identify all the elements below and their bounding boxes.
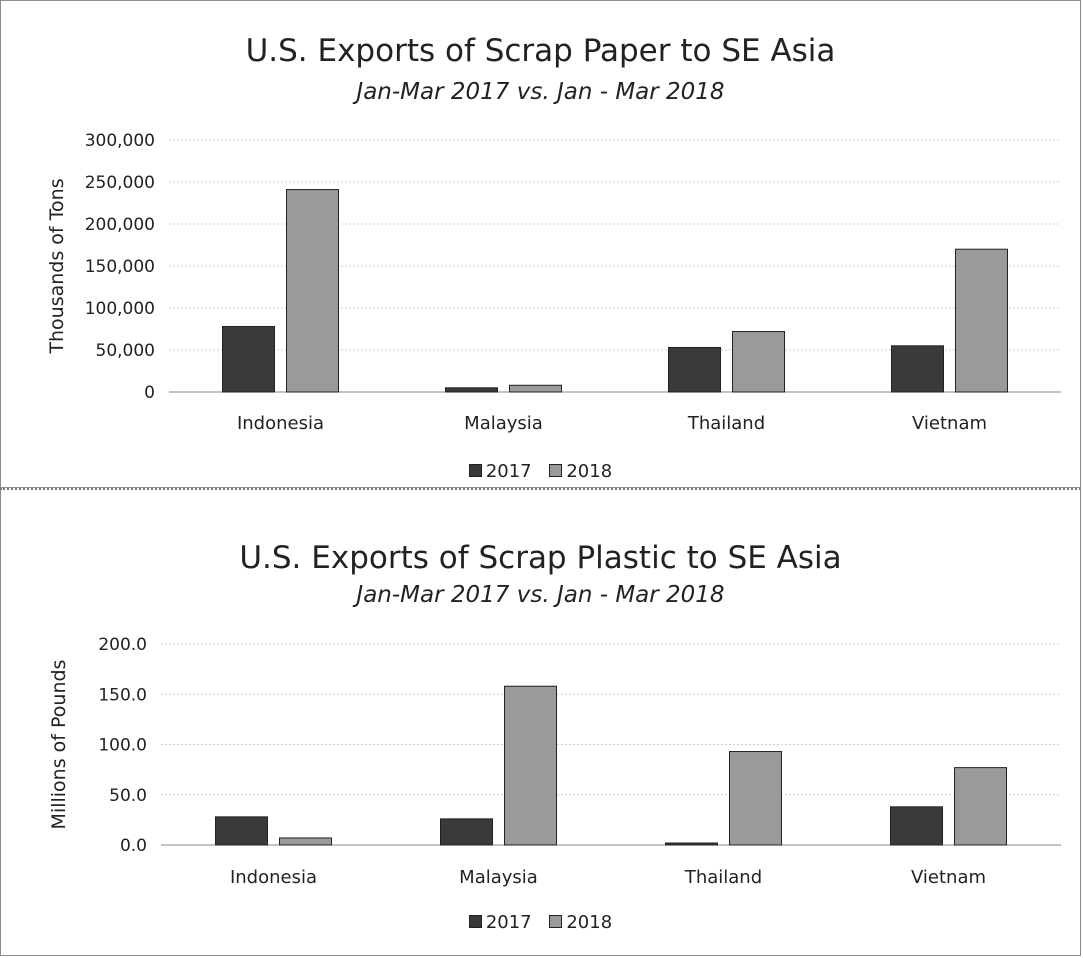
legend-item-2018: 2018 <box>549 912 612 933</box>
bar-2018-malaysia <box>509 384 562 393</box>
x-category-label: Vietnam <box>911 867 986 888</box>
bar-2017-thailand <box>665 842 718 846</box>
legend-label-2018: 2018 <box>566 461 613 482</box>
y-tick-label: 250,000 <box>85 173 155 193</box>
y-tick-label: 150,000 <box>85 257 155 277</box>
legend-swatch-2018 <box>549 464 563 477</box>
y-tick-label: 50.0 <box>109 786 147 806</box>
bar-2018-vietnam <box>954 767 1007 846</box>
legend-item-2017: 2017 <box>468 461 532 482</box>
x-category-label: Thailand <box>684 867 762 888</box>
legend-label-2018: 2018 <box>566 912 613 933</box>
bar-2017-malaysia <box>445 387 498 393</box>
y-tick-label: 200.0 <box>98 635 147 655</box>
scrap-paper-chart-panel: U.S. Exports of Scrap Paper to SE Asia J… <box>0 0 1081 488</box>
chart-legend: 2017 2018 <box>1 912 1080 933</box>
bar-2018-malaysia <box>504 685 557 846</box>
x-category-label: Indonesia <box>237 413 324 434</box>
scrap-plastic-chart-panel: U.S. Exports of Scrap Plastic to SE Asia… <box>0 488 1081 956</box>
legend-swatch-2018 <box>549 915 563 928</box>
bar-2017-malaysia <box>440 818 493 846</box>
x-category-label: Thailand <box>687 413 765 434</box>
y-axis-label: Thousands of Tons <box>46 178 68 354</box>
y-axis-label: Millions of Pounds <box>48 660 70 830</box>
y-tick-label: 100.0 <box>98 736 147 756</box>
chart-title: U.S. Exports of Scrap Paper to SE Asia <box>245 33 836 69</box>
y-tick-label: 0 <box>144 383 155 403</box>
x-category-label: Malaysia <box>459 867 538 888</box>
y-tick-label: 50,000 <box>96 341 155 361</box>
legend-label-2017: 2017 <box>485 461 532 482</box>
y-tick-label: 300,000 <box>85 131 155 151</box>
bar-2017-indonesia <box>215 816 268 846</box>
y-tick-label: 200,000 <box>85 215 155 235</box>
bar-2018-thailand <box>729 751 782 846</box>
x-category-label: Indonesia <box>230 867 317 888</box>
legend-swatch-2017 <box>468 915 482 928</box>
bar-2018-indonesia <box>279 837 332 846</box>
scrap-plastic-bar-chart: 0.0 50.0 100.0 150.0 200.0 Millions of Pounds… <box>48 635 1061 888</box>
chart-legend: 2017 2018 <box>1 461 1080 482</box>
legend-item-2017: 2017 <box>468 912 532 933</box>
y-tick-label: 0.0 <box>120 836 147 856</box>
y-tick-label: 150.0 <box>98 685 147 705</box>
bar-2018-vietnam <box>955 248 1008 393</box>
legend-swatch-2017 <box>468 464 482 477</box>
x-category-label: Vietnam <box>912 413 987 434</box>
x-category-label: Malaysia <box>464 413 543 434</box>
bar-2018-indonesia <box>286 189 339 393</box>
scrap-paper-bar-chart: 0 50,000 100,000 150,000 200,000 250,000 300,0… <box>46 131 1061 434</box>
chart-subtitle: Jan-Mar 2017 vs. Jan - Mar 2018 <box>356 79 725 105</box>
y-tick-label: 100,000 <box>85 299 155 319</box>
chart-title: U.S. Exports of Scrap Plastic to SE Asia <box>239 540 842 576</box>
bar-2017-thailand <box>668 346 721 393</box>
bar-2017-vietnam <box>890 806 943 846</box>
legend-item-2018: 2018 <box>549 461 612 482</box>
legend-label-2017: 2017 <box>485 912 532 933</box>
bar-2018-thailand <box>732 331 785 393</box>
chart-subtitle: Jan-Mar 2017 vs. Jan - Mar 2018 <box>356 582 725 608</box>
bar-2017-vietnam <box>891 345 944 393</box>
bar-2017-indonesia <box>222 325 275 393</box>
